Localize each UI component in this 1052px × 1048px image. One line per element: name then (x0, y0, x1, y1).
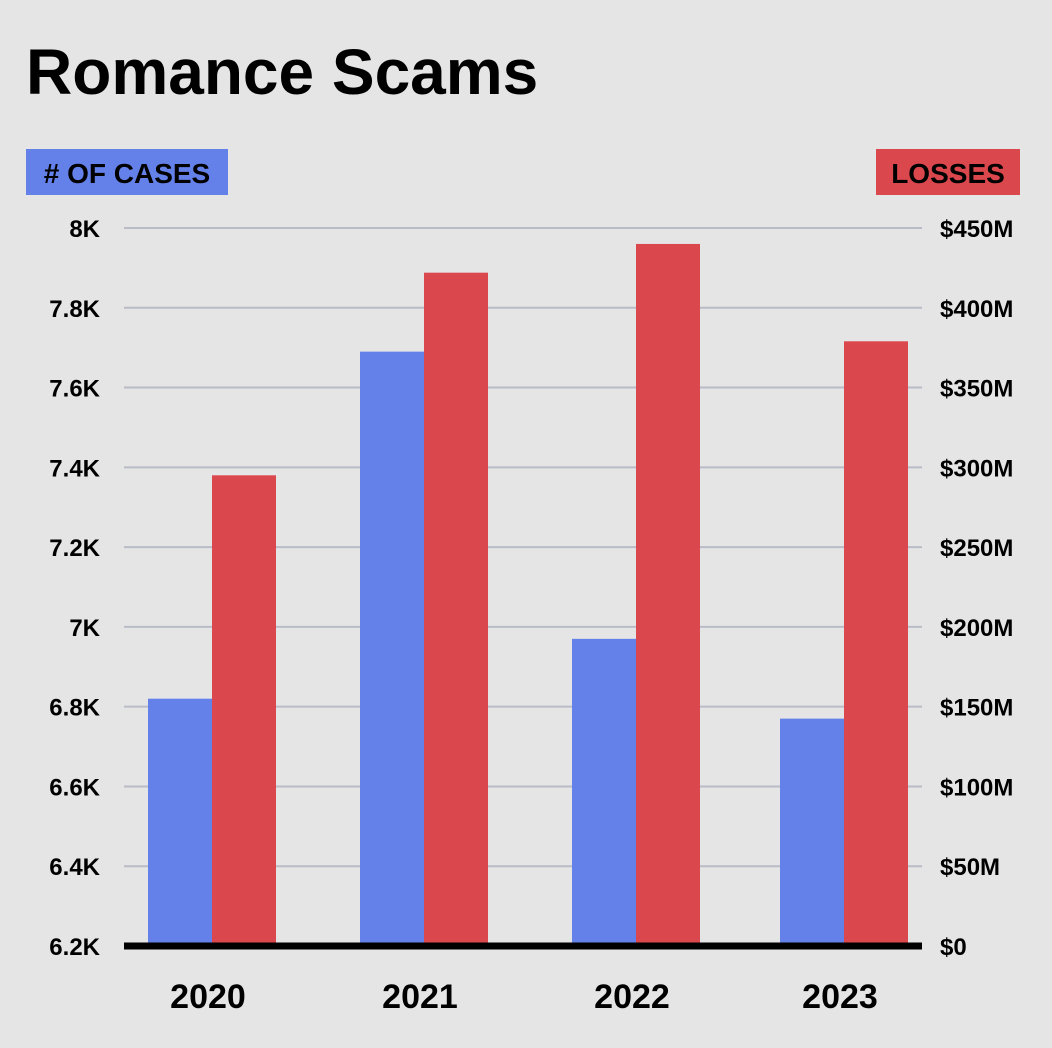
left-axis-badge-bg (26, 149, 228, 195)
left-tick-label: 7.4K (49, 455, 100, 482)
right-tick-label: $400M (940, 296, 1013, 323)
left-tick-label: 6.2K (49, 934, 100, 961)
left-tick-label: 7K (69, 615, 100, 642)
category-labels: 2020 2021 2022 2023 (170, 978, 878, 1016)
left-tick-label: 6.6K (49, 774, 100, 801)
bar-cases-2023 (780, 718, 844, 946)
left-tick-label: 7.8K (49, 296, 100, 323)
category-label-2021: 2021 (382, 978, 458, 1016)
left-axis-ticks: 8K 7.8K 7.6K 7.4K 7.2K 7K 6.8K 6.6K 6.4K 6.2K (49, 216, 100, 961)
bar-losses-2022 (636, 243, 700, 946)
left-tick-label: 8K (69, 216, 100, 243)
right-tick-label: $150M (940, 695, 1013, 722)
bar-cases-2021 (360, 351, 424, 947)
right-axis-label: LOSSES (891, 158, 1005, 189)
right-tick-label: $250M (940, 535, 1013, 562)
right-tick-label: $450M (940, 216, 1013, 243)
left-axis-badge: # OF CASES (26, 149, 228, 195)
right-tick-label: $50M (940, 854, 1000, 881)
bar-cases-2022 (572, 638, 636, 946)
right-tick-label: $350M (940, 376, 1013, 403)
left-axis-label: # OF CASES (44, 158, 210, 189)
right-axis-ticks: $450M $400M $350M $300M $250M $200M $150M $100M… (940, 216, 1013, 961)
bar-losses-2020 (212, 475, 276, 946)
right-tick-label: $300M (940, 455, 1013, 482)
right-tick-label: $0 (940, 934, 967, 961)
bar-losses-2021 (424, 272, 488, 947)
category-label-2020: 2020 (170, 978, 246, 1016)
left-tick-label: 7.6K (49, 376, 100, 403)
right-tick-label: $200M (940, 615, 1013, 642)
bars (148, 243, 908, 947)
bar-cases-2020 (148, 698, 212, 946)
right-axis-badge: LOSSES (876, 149, 1020, 195)
left-tick-label: 6.4K (49, 854, 100, 881)
right-axis-badge-bg (876, 149, 1020, 195)
category-label-2022: 2022 (594, 978, 670, 1016)
left-tick-label: 6.8K (49, 695, 100, 722)
bar-losses-2023 (844, 341, 908, 947)
category-label-2023: 2023 (802, 978, 878, 1016)
right-tick-label: $100M (940, 774, 1013, 801)
chart-title: Romance Scams (26, 36, 538, 108)
left-tick-label: 7.2K (49, 535, 100, 562)
